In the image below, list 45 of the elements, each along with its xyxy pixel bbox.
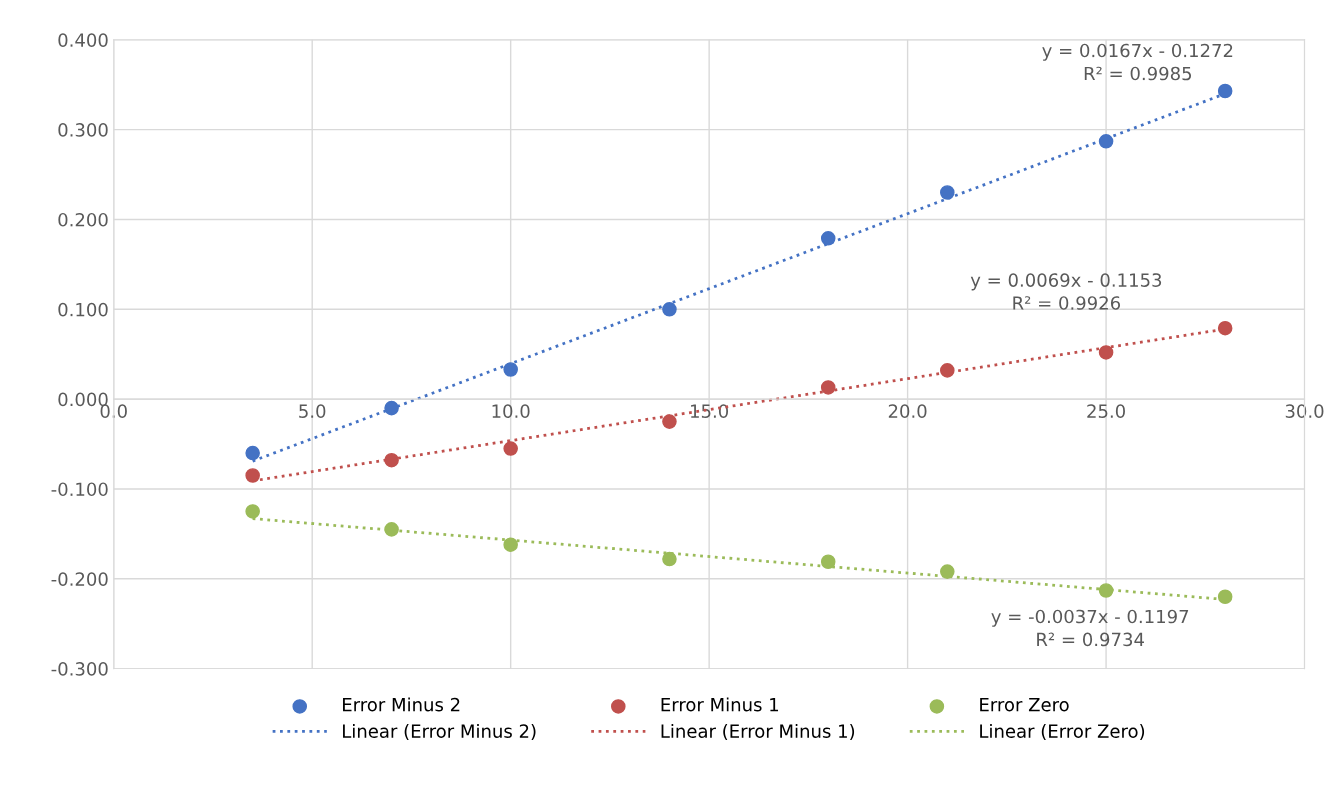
y-tick-label: 0.200	[58, 212, 108, 227]
x-tick-label: 10.0	[492, 404, 530, 418]
point	[940, 185, 955, 200]
point	[1098, 345, 1114, 360]
y-tick-label: -0.100	[51, 482, 108, 497]
point	[384, 452, 399, 468]
point	[384, 400, 399, 416]
x-tick-label: 15.0	[691, 404, 729, 418]
point	[940, 564, 955, 579]
point	[245, 468, 260, 483]
point	[1217, 589, 1233, 605]
annotation: y = 0.0167x - 0.1272 R² = 0.9985	[1042, 43, 1233, 81]
legend-label: Linear (Error Minus 1)	[661, 723, 855, 741]
point	[503, 362, 518, 377]
legend-label: Error Minus 2	[343, 697, 460, 712]
y-tick-label: 0.100	[58, 302, 108, 317]
x-tick-label: 20.0	[888, 404, 927, 418]
annotation: y = -0.0037x - 0.1197 R² = 0.9734	[991, 609, 1189, 647]
y-tick-label: -0.200	[51, 572, 108, 586]
point	[820, 231, 836, 246]
point	[503, 537, 518, 552]
point	[384, 522, 399, 537]
point	[1098, 134, 1114, 149]
y-tick-label: 0.300	[58, 123, 108, 137]
legend-label: Error Minus 1	[661, 697, 779, 712]
y-tick-label: 0.400	[58, 33, 108, 47]
point	[820, 554, 836, 570]
point	[1217, 320, 1233, 336]
legend-label: Error Zero	[980, 698, 1069, 712]
legend-label: Linear (Error Zero)	[980, 723, 1145, 741]
point	[662, 302, 677, 317]
legend-label: Linear (Error Minus 2)	[343, 723, 536, 741]
x-tick-label: 5.0	[299, 404, 326, 418]
annotation: y = 0.0069x - 0.1153 R² = 0.9926	[970, 273, 1162, 310]
point	[820, 380, 836, 395]
point	[940, 363, 955, 378]
point	[245, 445, 260, 461]
point	[662, 414, 677, 429]
y-tick-label: -0.300	[51, 662, 108, 676]
point	[1098, 583, 1114, 598]
point	[503, 441, 518, 456]
point	[245, 504, 260, 519]
point	[662, 551, 677, 567]
x-tick-label: 25.0	[1087, 404, 1125, 418]
point	[1217, 83, 1233, 99]
